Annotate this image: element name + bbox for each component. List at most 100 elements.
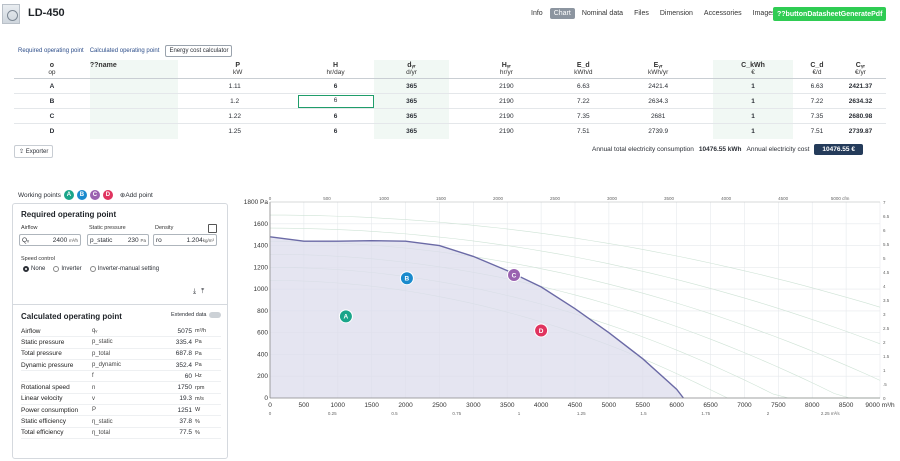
upload-icon[interactable]: ⤒ bbox=[201, 288, 205, 295]
row-name[interactable] bbox=[89, 123, 178, 139]
x-bottom-tick-label: 0 bbox=[269, 411, 272, 416]
airflow-field[interactable]: Qᵥ 2400 m³/h bbox=[19, 234, 81, 246]
table-row: B 1.2 6 365 2190 7.22 2634.3 1 7.22 2634… bbox=[14, 93, 886, 109]
x-top-tick-label: 500 bbox=[323, 196, 331, 201]
row-cost-kwh[interactable]: 1 bbox=[713, 123, 793, 139]
row-hours[interactable]: 6 bbox=[297, 78, 374, 94]
calc-value: 1750 bbox=[177, 384, 192, 392]
subtab-energy-cost[interactable]: Energy cost calculator bbox=[165, 45, 233, 57]
subtab-required[interactable]: Required operating point bbox=[18, 48, 84, 54]
speed-inverter-manual-radio[interactable]: Inverter-manual setting bbox=[89, 266, 159, 272]
x-top-tick-label: 4500 bbox=[778, 196, 789, 201]
row-hours-year: 2190 bbox=[449, 108, 564, 124]
row-name[interactable] bbox=[89, 93, 178, 109]
subtab-calculated[interactable]: Calculated operating point bbox=[89, 48, 160, 54]
row-cost-kwh[interactable]: 1 bbox=[713, 78, 793, 94]
exporter-button[interactable]: ⇪ Exporter bbox=[14, 145, 54, 158]
row-energy-day: 7.35 bbox=[563, 108, 604, 124]
working-point-marker bbox=[534, 323, 549, 338]
y-right-tick-label: 2 bbox=[883, 340, 886, 345]
x-tick-label: 5000 bbox=[602, 402, 617, 409]
calc-symbol: n bbox=[92, 384, 96, 391]
x-tick-label: 1500 bbox=[364, 402, 379, 409]
x-tick-label: 3000 bbox=[466, 402, 481, 409]
x-tick-label: 1000 bbox=[331, 402, 346, 409]
calc-unit: % bbox=[195, 429, 200, 436]
product-thumbnail bbox=[2, 4, 20, 24]
y-right-tick-label: 6.5 bbox=[883, 214, 890, 219]
panel-divider bbox=[13, 304, 227, 305]
tab-dimension[interactable]: Dimension bbox=[659, 10, 693, 17]
density-symbol: ro bbox=[156, 236, 162, 244]
col-header: C_kWh bbox=[713, 60, 793, 69]
col-header: E_d bbox=[576, 62, 590, 69]
row-days[interactable]: 365 bbox=[373, 78, 450, 94]
y-right-tick-label: 3.5 bbox=[883, 298, 890, 303]
row-cost-year: 2739.87 bbox=[840, 123, 886, 139]
radio-label: None bbox=[31, 266, 46, 272]
x-top-tick-label: 3000 bbox=[607, 196, 618, 201]
x-top-tick-label: 5000 cfm bbox=[831, 196, 850, 201]
tab-info[interactable]: Info bbox=[531, 10, 543, 17]
x-bottom-tick-label: 1.25 bbox=[577, 411, 586, 416]
chart-svg: 0 500 1000 1500 2000 2500 3000 3500 4000 4500 5000… bbox=[244, 196, 895, 416]
speed-inverter-radio[interactable]: Inverter bbox=[53, 266, 82, 272]
row-days[interactable]: 365 bbox=[373, 93, 450, 109]
extended-data-toggle[interactable] bbox=[209, 312, 222, 318]
row-days[interactable]: 365 bbox=[373, 123, 450, 139]
tab-images[interactable]: Images bbox=[752, 10, 776, 17]
fan-curve-line bbox=[269, 236, 684, 399]
calc-symbol: f bbox=[92, 373, 94, 380]
point-c-chip[interactable]: C bbox=[89, 190, 100, 200]
add-point-button[interactable]: ⊕Add point bbox=[120, 191, 153, 199]
speed-none-radio[interactable]: None bbox=[23, 266, 45, 272]
col-unit bbox=[89, 69, 178, 79]
row-cost-kwh[interactable]: 1 bbox=[713, 108, 793, 124]
y-tick-label: 1600 bbox=[254, 221, 269, 228]
add-point-label: Add point bbox=[125, 192, 153, 199]
calc-symbol: P bbox=[92, 407, 97, 414]
list-item: f 60 Hz bbox=[21, 371, 221, 383]
generate-pdf-button[interactable]: ??buttonDatasheetGeneratePdf bbox=[773, 7, 887, 21]
calc-name: Total efficiency bbox=[21, 429, 64, 437]
list-item: Total pressure p_total 687.8 Pa bbox=[21, 349, 221, 360]
annual-summary: Annual total electricity consumption 104… bbox=[592, 144, 863, 155]
working-point-label: A bbox=[344, 314, 349, 321]
row-cost-kwh[interactable]: 1 bbox=[713, 93, 793, 109]
row-hours[interactable]: 6 bbox=[297, 123, 374, 139]
download-icon[interactable]: ⤓ bbox=[193, 288, 197, 295]
point-d-chip[interactable]: D bbox=[102, 190, 113, 200]
row-power: 1.11 bbox=[177, 78, 298, 94]
tab-nominal-data[interactable]: Nominal data bbox=[581, 10, 624, 17]
hours-input[interactable]: 6 bbox=[297, 94, 374, 108]
row-cost-year: 2421.37 bbox=[840, 78, 886, 94]
annual-cost-label: Annual electricity cost bbox=[746, 146, 810, 153]
fan-curve-chart[interactable]: 0 500 1000 1500 2000 2500 3000 3500 4000 4500 5000… bbox=[240, 190, 900, 420]
tab-chart[interactable]: Chart bbox=[549, 8, 575, 19]
row-name[interactable] bbox=[89, 108, 178, 124]
calculator-icon[interactable] bbox=[208, 224, 217, 233]
subtab-bar: Required operating point Calculated oper… bbox=[18, 45, 233, 57]
calc-name: Linear velocity bbox=[21, 395, 63, 403]
x-tick-label: 9000 m³/h bbox=[865, 402, 895, 409]
annual-cost-value: 10476.55 € bbox=[814, 144, 863, 155]
row-name[interactable] bbox=[89, 78, 178, 94]
point-b-chip[interactable]: B bbox=[76, 190, 87, 200]
airflow-label: Airflow bbox=[21, 225, 38, 231]
point-a-chip[interactable]: A bbox=[63, 190, 74, 200]
y-right-tick-label: 4 bbox=[883, 284, 886, 289]
row-power: 1.22 bbox=[177, 108, 298, 124]
y-right-tick-label: 6 bbox=[883, 228, 886, 233]
density-field[interactable]: ro 1.204kg/m³ bbox=[153, 234, 217, 246]
row-hours-editing[interactable]: 6 bbox=[297, 93, 374, 109]
col-unit: kWh/yr bbox=[603, 69, 714, 79]
tab-accessories[interactable]: Accessories bbox=[703, 10, 742, 17]
row-days[interactable]: 365 bbox=[373, 108, 450, 124]
tab-files[interactable]: Files bbox=[634, 10, 649, 17]
static-pressure-field[interactable]: p_static 230 Pa bbox=[87, 234, 149, 246]
row-hours[interactable]: 6 bbox=[297, 108, 374, 124]
required-title: Required operating point bbox=[21, 210, 117, 219]
calc-value: 77.5 bbox=[179, 429, 192, 437]
list-item: Dynamic pressure p_dynamic 352.4 Pa bbox=[21, 360, 221, 372]
row-power: 1.25 bbox=[177, 123, 298, 139]
